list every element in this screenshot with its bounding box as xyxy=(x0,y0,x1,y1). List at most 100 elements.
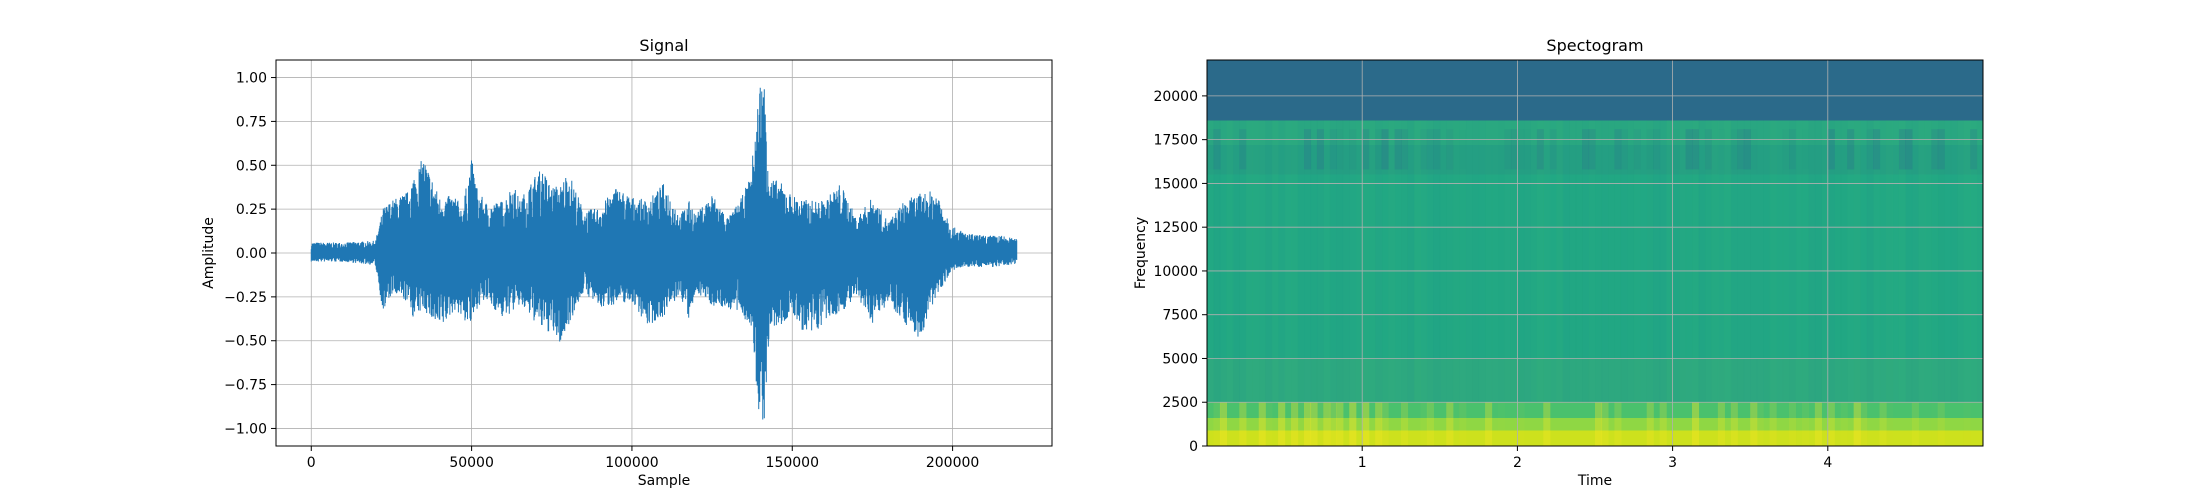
spectrogram-column xyxy=(1614,402,1622,446)
spectrogram-column xyxy=(1789,129,1797,170)
spectrogram-column xyxy=(1213,402,1221,446)
spectrogram-column xyxy=(1957,120,1965,403)
spectrogram-column xyxy=(1498,402,1505,446)
spectrogram-column xyxy=(1769,120,1777,403)
spectrogram-column xyxy=(1717,120,1725,403)
spectrogram-column xyxy=(1633,129,1641,170)
spectrogram-column xyxy=(1711,120,1719,403)
spectrogram-column xyxy=(1730,120,1738,403)
spectrogram-column xyxy=(1970,129,1978,170)
y-tick-label: 1.00 xyxy=(236,71,267,87)
spectrogram-column xyxy=(1924,120,1932,403)
spectrogram-column xyxy=(1485,402,1493,446)
y-tick-label: 0.50 xyxy=(236,158,267,174)
spectrogram-column xyxy=(1498,120,1505,402)
spectrogram-column xyxy=(1265,402,1273,446)
y-tick-label: 7500 xyxy=(1162,308,1198,324)
x-tick-label: 1 xyxy=(1358,455,1367,471)
spectrogram-column xyxy=(1362,129,1370,170)
spectrogram-column xyxy=(1524,129,1531,169)
spectrogram-column xyxy=(1297,120,1305,403)
signal-title: Signal xyxy=(639,36,688,55)
y-tick-label: 12500 xyxy=(1153,220,1198,236)
spectrogram-column xyxy=(1375,120,1383,403)
x-tick-label: 50000 xyxy=(449,455,494,471)
spectrogram-column xyxy=(1252,120,1260,403)
x-tick-label: 150000 xyxy=(766,455,819,471)
spectrogram-column xyxy=(1718,129,1725,169)
spectrogram-column xyxy=(1413,120,1421,403)
spectrogram-column xyxy=(1536,120,1544,403)
spectrogram-column xyxy=(1569,120,1576,402)
spectrogram-column xyxy=(1530,120,1537,402)
spectrogram-column xyxy=(1717,402,1725,446)
x-tick-label: 3 xyxy=(1668,455,1677,471)
spectrogram-column xyxy=(1763,120,1771,403)
spectrogram-column xyxy=(1679,120,1687,403)
spectrogram-column xyxy=(1808,120,1816,403)
spectrogram-x-axis-label: Time xyxy=(1577,473,1612,489)
spectrogram-column xyxy=(1549,129,1557,170)
spectrogram-column xyxy=(1853,120,1861,403)
spectrogram-column xyxy=(1479,120,1486,402)
spectrogram-column xyxy=(1265,120,1273,403)
spectrogram-column xyxy=(1840,402,1848,446)
spectrogram-column xyxy=(1401,129,1409,170)
spectrogram-column xyxy=(1239,120,1247,403)
y-tick-label: 17500 xyxy=(1153,133,1198,149)
spectrogram-column xyxy=(1472,120,1480,403)
spectrogram-column xyxy=(1879,402,1887,446)
spectrogram-column xyxy=(1226,120,1234,403)
spectrogram-column xyxy=(1304,402,1312,446)
spectrogram-column xyxy=(1666,120,1674,403)
x-tick-label: 4 xyxy=(1823,455,1832,471)
spectrogram-column xyxy=(1459,129,1466,169)
spectrogram-column xyxy=(1653,129,1661,170)
spectrogram-column xyxy=(1724,120,1732,403)
spectrogram-column xyxy=(1704,129,1712,170)
spectrogram-column xyxy=(1536,129,1544,170)
spectrogram-column xyxy=(1381,129,1389,170)
spectrogram-column xyxy=(1543,120,1551,403)
spectrogram-column xyxy=(1510,120,1518,403)
spectrogram-column xyxy=(1420,129,1428,170)
spectrogram-column xyxy=(1323,402,1331,446)
y-tick-label: −1.00 xyxy=(224,421,267,437)
y-tick-label: 0.75 xyxy=(236,114,267,130)
spectrogram-column xyxy=(1239,129,1247,170)
spectrogram-image xyxy=(1207,60,1983,446)
spectrogram-column xyxy=(1310,129,1317,169)
spectrogram-column xyxy=(1291,402,1299,446)
spectrogram-column xyxy=(1310,120,1318,403)
spectrogram-column xyxy=(1873,129,1881,170)
spectrogram-column xyxy=(1375,129,1383,170)
spectrogram-column xyxy=(1737,120,1745,403)
spectrogram-column xyxy=(1368,120,1376,403)
spectrogram-column xyxy=(1892,120,1900,403)
spectrogram-column xyxy=(1937,402,1945,446)
spectrogram-column xyxy=(1453,402,1460,446)
spectrogram-column xyxy=(1381,402,1389,446)
spectrogram-column xyxy=(1743,120,1751,403)
x-tick-label: 2 xyxy=(1513,455,1522,471)
spectrogram-column xyxy=(1802,129,1809,169)
x-tick-label: 0 xyxy=(307,455,316,471)
spectrogram-column xyxy=(1673,129,1680,169)
spectrogram-column xyxy=(1776,120,1783,402)
spectrogram-column xyxy=(1886,120,1894,403)
spectrogram-column xyxy=(1970,120,1978,403)
spectrogram-column xyxy=(1595,402,1603,446)
spectrogram-column xyxy=(1692,402,1700,446)
spectrogram-column xyxy=(1323,129,1330,169)
spectrogram-column xyxy=(1756,402,1764,446)
spectrogram-column xyxy=(1446,402,1454,446)
spectrogram-column xyxy=(1750,120,1758,403)
spectrogram-column xyxy=(1918,120,1926,403)
signal-panel: 0 50000 100000 150000 200000 1.00 0.75 0.50 0.25… xyxy=(201,36,1053,489)
spectrogram-column xyxy=(1329,402,1337,446)
spectrogram-title: Spectogram xyxy=(1546,36,1643,55)
spectrogram-column xyxy=(1284,120,1292,403)
spectrogram-column xyxy=(1827,129,1835,170)
spectrogram-column xyxy=(1336,120,1344,403)
